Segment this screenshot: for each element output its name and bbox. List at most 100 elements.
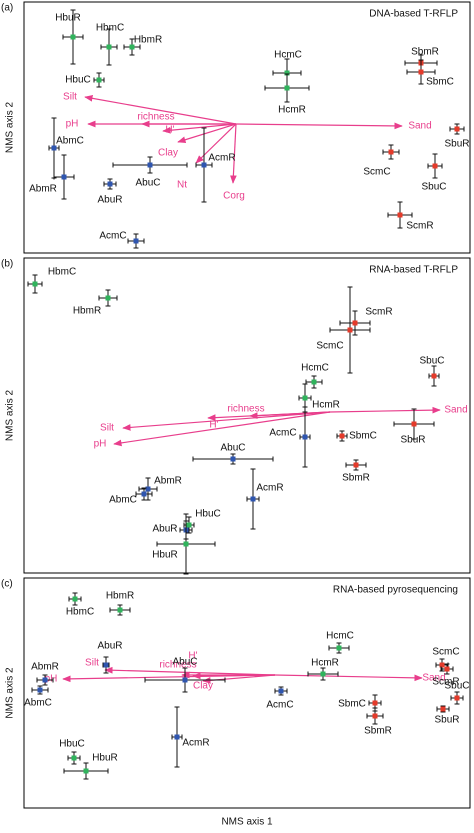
point-label: SbuR — [434, 715, 459, 726]
point — [133, 238, 139, 244]
point-label: SbuR — [444, 139, 469, 150]
vector-arrow — [329, 406, 441, 414]
point-label: HcmC — [301, 363, 329, 374]
vector-label: Silt — [63, 92, 77, 103]
point-label: AbuC — [220, 443, 245, 454]
vector-label: pH — [94, 439, 107, 450]
vector-arrow — [177, 123, 237, 143]
point — [454, 695, 460, 701]
panel-frame — [23, 577, 471, 809]
point-label: SbuR — [400, 435, 425, 446]
point-label: AbuR — [97, 641, 122, 652]
point-label: HbuC — [195, 509, 221, 520]
vector-arrow — [230, 123, 237, 184]
panel: (b) RNA-based T-RFLP NMS axis 2 Sand Silt pH H… — [1, 257, 471, 575]
point-label: SbmR — [364, 726, 392, 737]
point-label: SbmC — [426, 77, 454, 88]
point-label: HbuR — [55, 13, 81, 24]
vector-label: H' — [165, 125, 174, 136]
point-label: AcmR — [182, 738, 209, 749]
vector-label: pH — [66, 119, 79, 130]
point — [440, 706, 446, 712]
panel-title: DNA-based T-RFLP — [369, 9, 458, 20]
point — [339, 433, 345, 439]
point-label: HcmR — [311, 658, 339, 669]
vector-arrow — [113, 411, 331, 447]
point-label: HbuC — [65, 75, 91, 86]
vector-label: richness — [137, 112, 174, 123]
point — [336, 645, 342, 651]
point-label: SbuC — [419, 356, 444, 367]
point — [372, 713, 378, 719]
point — [302, 395, 308, 401]
point — [182, 677, 188, 683]
point-label: HcmC — [274, 50, 302, 61]
point — [230, 456, 236, 462]
point-label: HbmC — [48, 267, 76, 278]
point — [397, 212, 403, 218]
point — [372, 700, 378, 706]
point — [72, 596, 78, 602]
point — [454, 126, 460, 132]
panel-title: RNA-based T-RFLP — [369, 265, 458, 276]
point — [284, 70, 290, 76]
point — [352, 320, 358, 326]
vector-label: Silt — [85, 658, 99, 669]
point-label: SbmC — [349, 431, 377, 442]
point — [61, 174, 67, 180]
x-axis-label: NMS axis 1 — [221, 817, 273, 828]
point-label: ScmR — [406, 221, 433, 232]
point — [388, 149, 394, 155]
y-axis-label: NMS axis 2 — [5, 667, 16, 719]
panel-frame — [23, 257, 471, 574]
panel: (c) RNA-based pyrosequencing NMS axis 2 NMS… — [1, 577, 471, 828]
point-label: SbmR — [411, 47, 439, 58]
point-label: ScmC — [316, 341, 343, 352]
point-label: HbuR — [92, 753, 118, 764]
point-label: ScmC — [363, 167, 390, 178]
point-label: AbmC — [24, 698, 52, 709]
point-label: AcmC — [269, 428, 296, 439]
point-label: HbmR — [73, 306, 101, 317]
point — [32, 281, 38, 287]
point — [353, 462, 359, 468]
point-label: HbmR — [134, 35, 162, 46]
vector-label: richness — [227, 404, 264, 415]
point-label: ScmR — [365, 307, 392, 318]
point — [250, 496, 256, 502]
vector-arrow — [235, 122, 403, 130]
point-label: AbuR — [97, 195, 122, 206]
point-label: AbuC — [172, 657, 197, 668]
panel: (a) DNA-based T-RFLP NMS axis 2 Silt pH richn… — [1, 1, 471, 254]
point — [183, 541, 189, 547]
point-label: AbuR — [152, 524, 177, 535]
point — [141, 491, 147, 497]
vector-arrow — [84, 95, 237, 125]
point — [37, 687, 43, 693]
point — [444, 666, 450, 672]
point — [284, 85, 290, 91]
point — [411, 421, 417, 427]
point-label: HcmC — [326, 631, 354, 642]
vector-arrow — [192, 672, 276, 680]
point — [431, 373, 437, 379]
vector-arrow — [274, 674, 423, 682]
point — [105, 295, 111, 301]
point — [96, 77, 102, 83]
point — [103, 662, 109, 668]
vector-arrow — [104, 666, 276, 676]
point-label: SbuC — [421, 182, 446, 193]
point-label: SbuC — [444, 681, 469, 692]
point-label: AbmR — [31, 662, 59, 673]
point-label: AbmR — [154, 476, 182, 487]
y-axis-label: NMS axis 2 — [5, 102, 16, 154]
point — [201, 162, 207, 168]
point-label: HcmR — [278, 105, 306, 116]
point — [71, 755, 77, 761]
point-label: SbmC — [338, 699, 366, 710]
point — [51, 145, 57, 151]
point-label: AbuC — [135, 178, 160, 189]
point — [106, 44, 112, 50]
point — [42, 677, 48, 683]
